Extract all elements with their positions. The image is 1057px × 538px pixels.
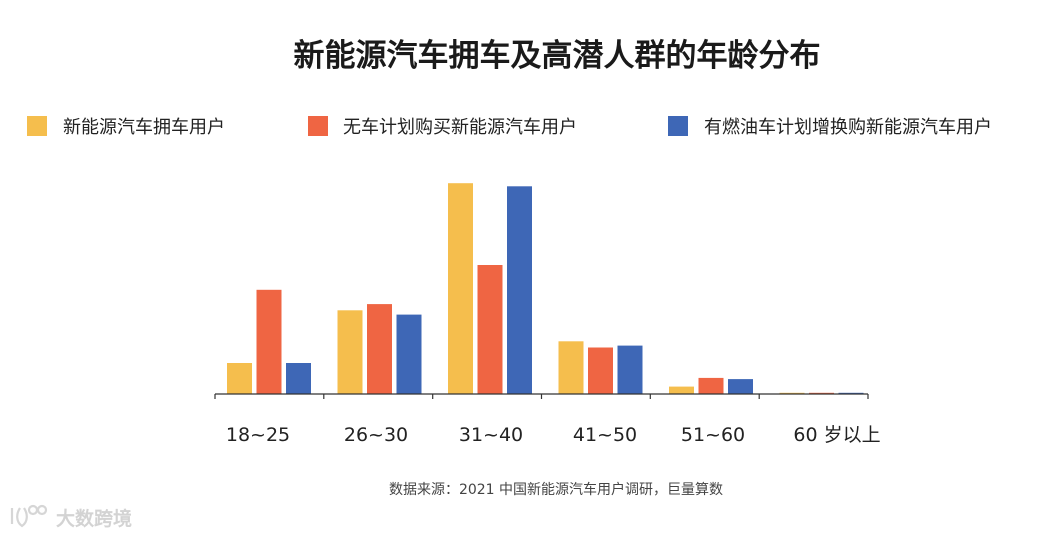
bar-no-car-planned [477, 265, 503, 394]
x-tick-label: 41~50 [573, 424, 637, 446]
bar-owners [337, 310, 363, 394]
x-tick-label: 26~30 [344, 424, 408, 446]
bar-owners [227, 363, 252, 394]
bar-owners [558, 341, 584, 394]
legend-item-no-car-planned: 无车计划购买新能源汽车用户 [308, 116, 577, 138]
bar-fuel-car-switch [396, 314, 422, 394]
x-tick-labels: 18~25 26~30 31~40 41~50 51~60 60 岁以上 [226, 424, 881, 446]
bars [227, 183, 864, 394]
bar-owners [448, 183, 473, 394]
legend: 新能源汽车拥车用户 无车计划购买新能源汽车用户 有燃油车计划增换购新能源汽车用户 [27, 116, 992, 138]
legend-label-fuel-car-switch: 有燃油车计划增换购新能源汽车用户 [704, 117, 992, 138]
watermark: 大数跨境 [10, 504, 132, 530]
bar-fuel-car-switch [286, 363, 311, 394]
legend-label-owners: 新能源汽车拥车用户 [63, 117, 225, 138]
source-note: 数据来源：2021 中国新能源汽车用户调研，巨量算数 [389, 481, 723, 498]
x-axis-ticks [214, 394, 869, 399]
legend-swatch-no-car-planned [308, 116, 328, 136]
bar-no-car-planned [698, 377, 724, 394]
watermark-logo-icon [10, 504, 48, 528]
bar-no-car-planned [588, 347, 613, 394]
x-tick-label: 18~25 [226, 424, 290, 446]
bar-owners [669, 386, 694, 394]
legend-swatch-owners [27, 116, 47, 136]
bar-fuel-car-switch [617, 345, 643, 394]
bar-fuel-car-switch [728, 379, 753, 394]
legend-swatch-fuel-car-switch [668, 116, 688, 136]
legend-item-fuel-car-switch: 有燃油车计划增换购新能源汽车用户 [668, 116, 992, 138]
bar-no-car-planned [367, 304, 392, 394]
x-tick-label: 60 岁以上 [793, 424, 880, 446]
x-tick-label: 31~40 [459, 424, 523, 446]
legend-label-no-car-planned: 无车计划购买新能源汽车用户 [343, 117, 577, 138]
x-tick-label: 51~60 [681, 424, 745, 446]
bar-fuel-car-switch [507, 186, 532, 394]
legend-item-owners: 新能源汽车拥车用户 [27, 116, 225, 138]
chart-title: 新能源汽车拥车及高潜人群的年龄分布 [294, 38, 821, 74]
watermark-text: 大数跨境 [56, 507, 132, 530]
bar-no-car-planned [256, 289, 282, 394]
